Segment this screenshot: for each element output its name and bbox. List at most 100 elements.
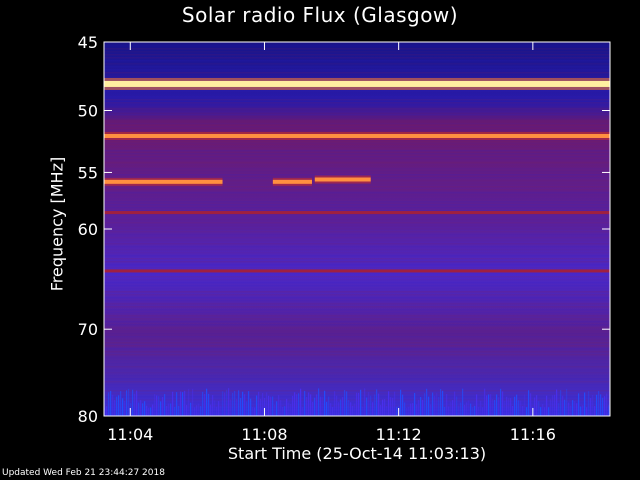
texture-noise [600, 394, 602, 416]
texture-noise [178, 405, 180, 416]
y-tick-label: 60 [78, 220, 98, 239]
texture-noise [260, 398, 262, 416]
texture-noise [156, 395, 158, 416]
texture-stripe [104, 72, 610, 74]
texture-noise [300, 388, 302, 416]
texture-stripe [104, 345, 610, 347]
texture-noise [306, 397, 308, 416]
texture-stripe [104, 105, 610, 107]
texture-stripe [104, 189, 610, 191]
texture-noise [526, 407, 528, 416]
texture-noise [370, 395, 372, 416]
texture-stripe [104, 144, 610, 146]
texture-noise [272, 396, 274, 416]
texture-noise [530, 393, 532, 416]
texture-stripe [104, 123, 610, 125]
texture-noise [280, 400, 282, 416]
texture-stripe [104, 312, 610, 314]
texture-stripe [104, 210, 610, 212]
texture-stripe [104, 171, 610, 173]
texture-noise [330, 403, 332, 416]
texture-stripe [104, 243, 610, 245]
texture-noise [118, 395, 120, 416]
texture-noise [262, 392, 264, 416]
texture-stripe [104, 249, 610, 251]
texture-stripe [104, 228, 610, 230]
texture-stripe [104, 96, 610, 98]
texture-noise [414, 392, 416, 416]
texture-stripe [104, 111, 610, 113]
texture-noise [188, 388, 190, 416]
texture-noise [566, 388, 568, 416]
texture-noise [380, 404, 382, 416]
texture-noise [160, 401, 162, 416]
texture-noise [476, 394, 478, 416]
texture-stripe [104, 261, 610, 263]
texture-stripe [104, 354, 610, 356]
texture-stripe [104, 351, 610, 353]
texture-noise [598, 390, 600, 416]
texture-stripe [104, 126, 610, 128]
emission-band-1 [104, 133, 610, 138]
texture-noise [416, 404, 418, 416]
texture-stripe [104, 54, 610, 56]
texture-noise [322, 396, 324, 416]
texture-noise [304, 390, 306, 416]
texture-noise [290, 403, 292, 416]
y-tick-label: 55 [78, 163, 98, 182]
texture-noise [592, 395, 594, 416]
texture-noise [248, 391, 250, 416]
texture-noise [298, 393, 300, 416]
texture-noise [454, 391, 456, 416]
texture-noise [350, 402, 352, 416]
texture-stripe [104, 303, 610, 305]
texture-noise [522, 406, 524, 416]
texture-noise [486, 395, 488, 416]
texture-stripe [104, 156, 610, 158]
texture-noise [344, 390, 346, 416]
texture-noise [538, 401, 540, 416]
texture-stripe [104, 363, 610, 365]
texture-noise [360, 389, 362, 416]
texture-noise [556, 389, 558, 416]
texture-stripe [104, 186, 610, 188]
x-axis-label: Start Time (25-Oct-14 11:03:13) [227, 444, 487, 463]
texture-noise [268, 395, 270, 416]
x-tick-label: 11:04 [107, 425, 153, 444]
emission-band-2 [104, 179, 223, 184]
texture-noise [388, 391, 390, 416]
texture-noise [162, 397, 164, 416]
texture-noise [492, 399, 494, 416]
texture-stripe [104, 381, 610, 383]
texture-noise [176, 392, 178, 416]
texture-stripe [104, 141, 610, 143]
texture-noise [586, 407, 588, 416]
texture-noise [366, 397, 368, 416]
texture-stripe [104, 240, 610, 242]
texture-noise [392, 397, 394, 416]
texture-noise [514, 396, 516, 416]
texture-noise [558, 403, 560, 416]
texture-noise [588, 391, 590, 416]
texture-stripe [104, 45, 610, 47]
texture-noise [250, 398, 252, 416]
texture-stripe [104, 267, 610, 269]
texture-noise [452, 400, 454, 416]
texture-stripe [104, 57, 610, 59]
texture-stripe [104, 147, 610, 149]
texture-noise [206, 388, 208, 416]
texture-noise [296, 394, 298, 416]
texture-noise [466, 402, 468, 416]
texture-noise [242, 391, 244, 416]
texture-stripe [104, 252, 610, 254]
texture-noise [240, 398, 242, 416]
texture-stripe [104, 42, 610, 44]
texture-stripe [104, 237, 610, 239]
texture-noise [496, 394, 498, 416]
texture-noise [570, 405, 572, 416]
texture-noise [110, 390, 112, 416]
texture-noise [152, 404, 154, 416]
chart-title: Solar radio Flux (Glasgow) [181, 3, 459, 27]
texture-noise [244, 394, 246, 416]
emission-band-6 [104, 269, 610, 273]
